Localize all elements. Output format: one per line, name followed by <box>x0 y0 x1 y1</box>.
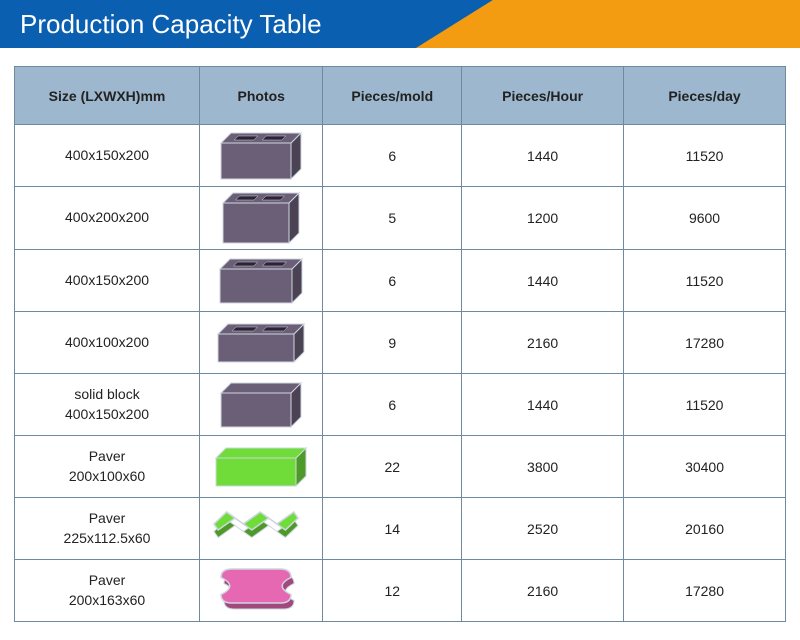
table-row: 400x100x200 9216017280 <box>15 312 786 374</box>
hour-cell: 1200 <box>462 187 624 250</box>
photo-cell <box>200 125 323 187</box>
page-header: Production Capacity Table <box>0 0 800 48</box>
size-cell: Paver200x163x60 <box>15 560 200 622</box>
photo-cell <box>200 374 323 436</box>
table-header-row: Size (LXWXH)mmPhotosPieces/moldPieces/Ho… <box>15 67 786 125</box>
column-header: Pieces/mold <box>323 67 462 125</box>
day-cell: 11520 <box>624 125 786 187</box>
table-row: 400x200x200 512009600 <box>15 187 786 250</box>
size-cell: 400x200x200 <box>15 187 200 250</box>
hour-cell: 2160 <box>462 312 624 374</box>
day-cell: 11520 <box>624 374 786 436</box>
photo-cell <box>200 436 323 498</box>
day-cell: 30400 <box>624 436 786 498</box>
mold-cell: 14 <box>323 498 462 560</box>
hour-cell: 2520 <box>462 498 624 560</box>
page-title: Production Capacity Table <box>0 0 800 48</box>
mold-cell: 6 <box>323 374 462 436</box>
hour-cell: 2160 <box>462 560 624 622</box>
day-cell: 17280 <box>624 312 786 374</box>
mold-cell: 6 <box>323 250 462 312</box>
table-row: 400x150x200 6144011520 <box>15 125 786 187</box>
mold-cell: 6 <box>323 125 462 187</box>
hour-cell: 1440 <box>462 250 624 312</box>
day-cell: 11520 <box>624 250 786 312</box>
photo-cell <box>200 250 323 312</box>
table-body: 400x150x2006144011520400x200x20051200960… <box>15 125 786 622</box>
table-row: solid block400x150x200 6144011520 <box>15 374 786 436</box>
photo-cell <box>200 560 323 622</box>
photo-cell <box>200 312 323 374</box>
column-header: Pieces/day <box>624 67 786 125</box>
size-cell: 400x100x200 <box>15 312 200 374</box>
table-row: Paver200x163x60 12216017280 <box>15 560 786 622</box>
table-row: Paver225x112.5x60 14252020160 <box>15 498 786 560</box>
capacity-table: Size (LXWXH)mmPhotosPieces/moldPieces/Ho… <box>14 66 786 622</box>
hour-cell: 3800 <box>462 436 624 498</box>
day-cell: 9600 <box>624 187 786 250</box>
column-header: Size (LXWXH)mm <box>15 67 200 125</box>
table-row: Paver200x100x60 22380030400 <box>15 436 786 498</box>
table-row: 400x150x200 6144011520 <box>15 250 786 312</box>
hour-cell: 1440 <box>462 125 624 187</box>
mold-cell: 5 <box>323 187 462 250</box>
photo-cell <box>200 187 323 250</box>
day-cell: 17280 <box>624 560 786 622</box>
hour-cell: 1440 <box>462 374 624 436</box>
size-cell: Paver225x112.5x60 <box>15 498 200 560</box>
column-header: Pieces/Hour <box>462 67 624 125</box>
mold-cell: 22 <box>323 436 462 498</box>
size-cell: Paver200x100x60 <box>15 436 200 498</box>
day-cell: 20160 <box>624 498 786 560</box>
mold-cell: 12 <box>323 560 462 622</box>
table-container: Size (LXWXH)mmPhotosPieces/moldPieces/Ho… <box>0 48 800 622</box>
mold-cell: 9 <box>323 312 462 374</box>
size-cell: 400x150x200 <box>15 125 200 187</box>
photo-cell <box>200 498 323 560</box>
size-cell: solid block400x150x200 <box>15 374 200 436</box>
size-cell: 400x150x200 <box>15 250 200 312</box>
column-header: Photos <box>200 67 323 125</box>
